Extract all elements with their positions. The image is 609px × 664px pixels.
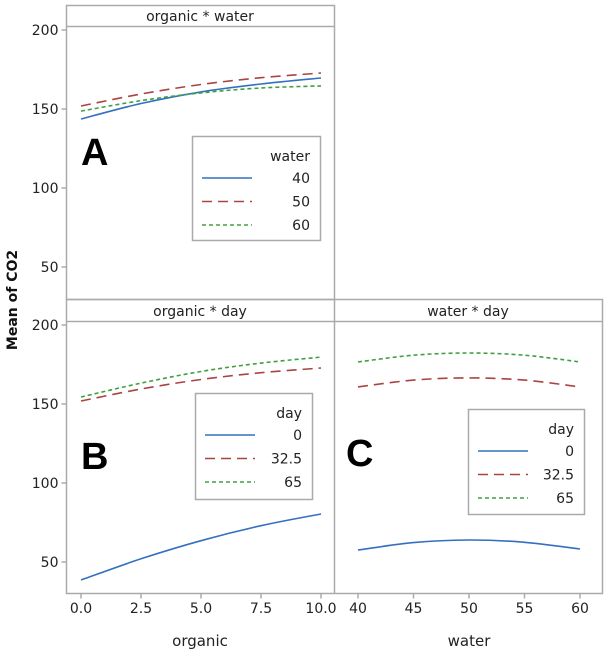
legend-title: day [276,406,302,422]
y-tick-label: 100 [32,181,59,197]
x-tick-label: 50 [460,601,478,617]
x-tick-label: 10.0 [305,601,336,617]
x-tick-label: 45 [405,601,423,617]
x-tick-label: 55 [516,601,534,617]
y-axis-title: Mean of CO2 [5,250,21,350]
x-tick-label: 40 [349,601,367,617]
y-tick-label: 100 [32,476,59,492]
y-tick-label: 50 [41,260,59,276]
panel-letter-b: B [81,436,108,478]
legend-title: water [270,149,310,165]
legend-label: 32.5 [271,452,302,468]
legend-label: 40 [292,171,310,187]
legends: water 40 50 60 day 0 32.5 65 day 0 32.5 65 [191,135,586,516]
panel-letter-a: A [81,132,108,174]
x-axis-title-organic: organic [172,632,228,650]
axes: 50 100 150 200 50 100 150 200 0.0 2.5 5.0 7.5 10.0 40… [32,23,589,617]
panel-letter-c: C [346,433,373,475]
legend-label: 0 [565,444,574,460]
legend-a: water 40 50 60 [191,135,322,242]
series-line-a-40 [80,77,322,120]
y-tick-label: 150 [32,102,59,118]
legend-label: 50 [292,195,310,211]
y-tick-label: 150 [32,397,59,413]
y-tick-label: 200 [32,23,59,39]
series-line-b-0 [80,513,322,581]
panel-b-title: organic * day [153,304,247,320]
panel-frames [65,4,604,595]
legend-label: 65 [556,491,574,507]
legend-label: 32.5 [543,468,574,484]
legend-b: day 0 32.5 65 [194,392,314,501]
series-lines [80,72,581,581]
series-line-c-32.5 [357,377,581,388]
x-tick-label: 7.5 [250,601,272,617]
series-line-b-32.5 [80,367,322,402]
x-tick-label: 5.0 [190,601,212,617]
series-line-b-65 [80,356,322,398]
legend-label: 65 [284,475,302,491]
series-line-a-50 [80,72,322,107]
legend-label: 0 [293,428,302,444]
x-tick-label: 0.0 [70,601,92,617]
x-tick-label: 2.5 [130,601,152,617]
series-line-a-60 [80,85,322,112]
y-tick-label: 200 [32,318,59,334]
legend-label: 60 [292,218,310,234]
legend-box [467,408,586,516]
x-tick-label: 60 [571,601,589,617]
series-line-c-0 [357,539,581,551]
panel-a-title: organic * water [146,9,254,25]
series-line-c-65 [357,352,581,363]
legend-box [191,135,322,242]
x-axis-title-water: water [448,632,492,650]
panel-c-title: water * day [427,304,509,320]
legend-c: day 0 32.5 65 [467,408,586,516]
legend-title: day [548,422,574,438]
y-tick-label: 50 [41,555,59,571]
